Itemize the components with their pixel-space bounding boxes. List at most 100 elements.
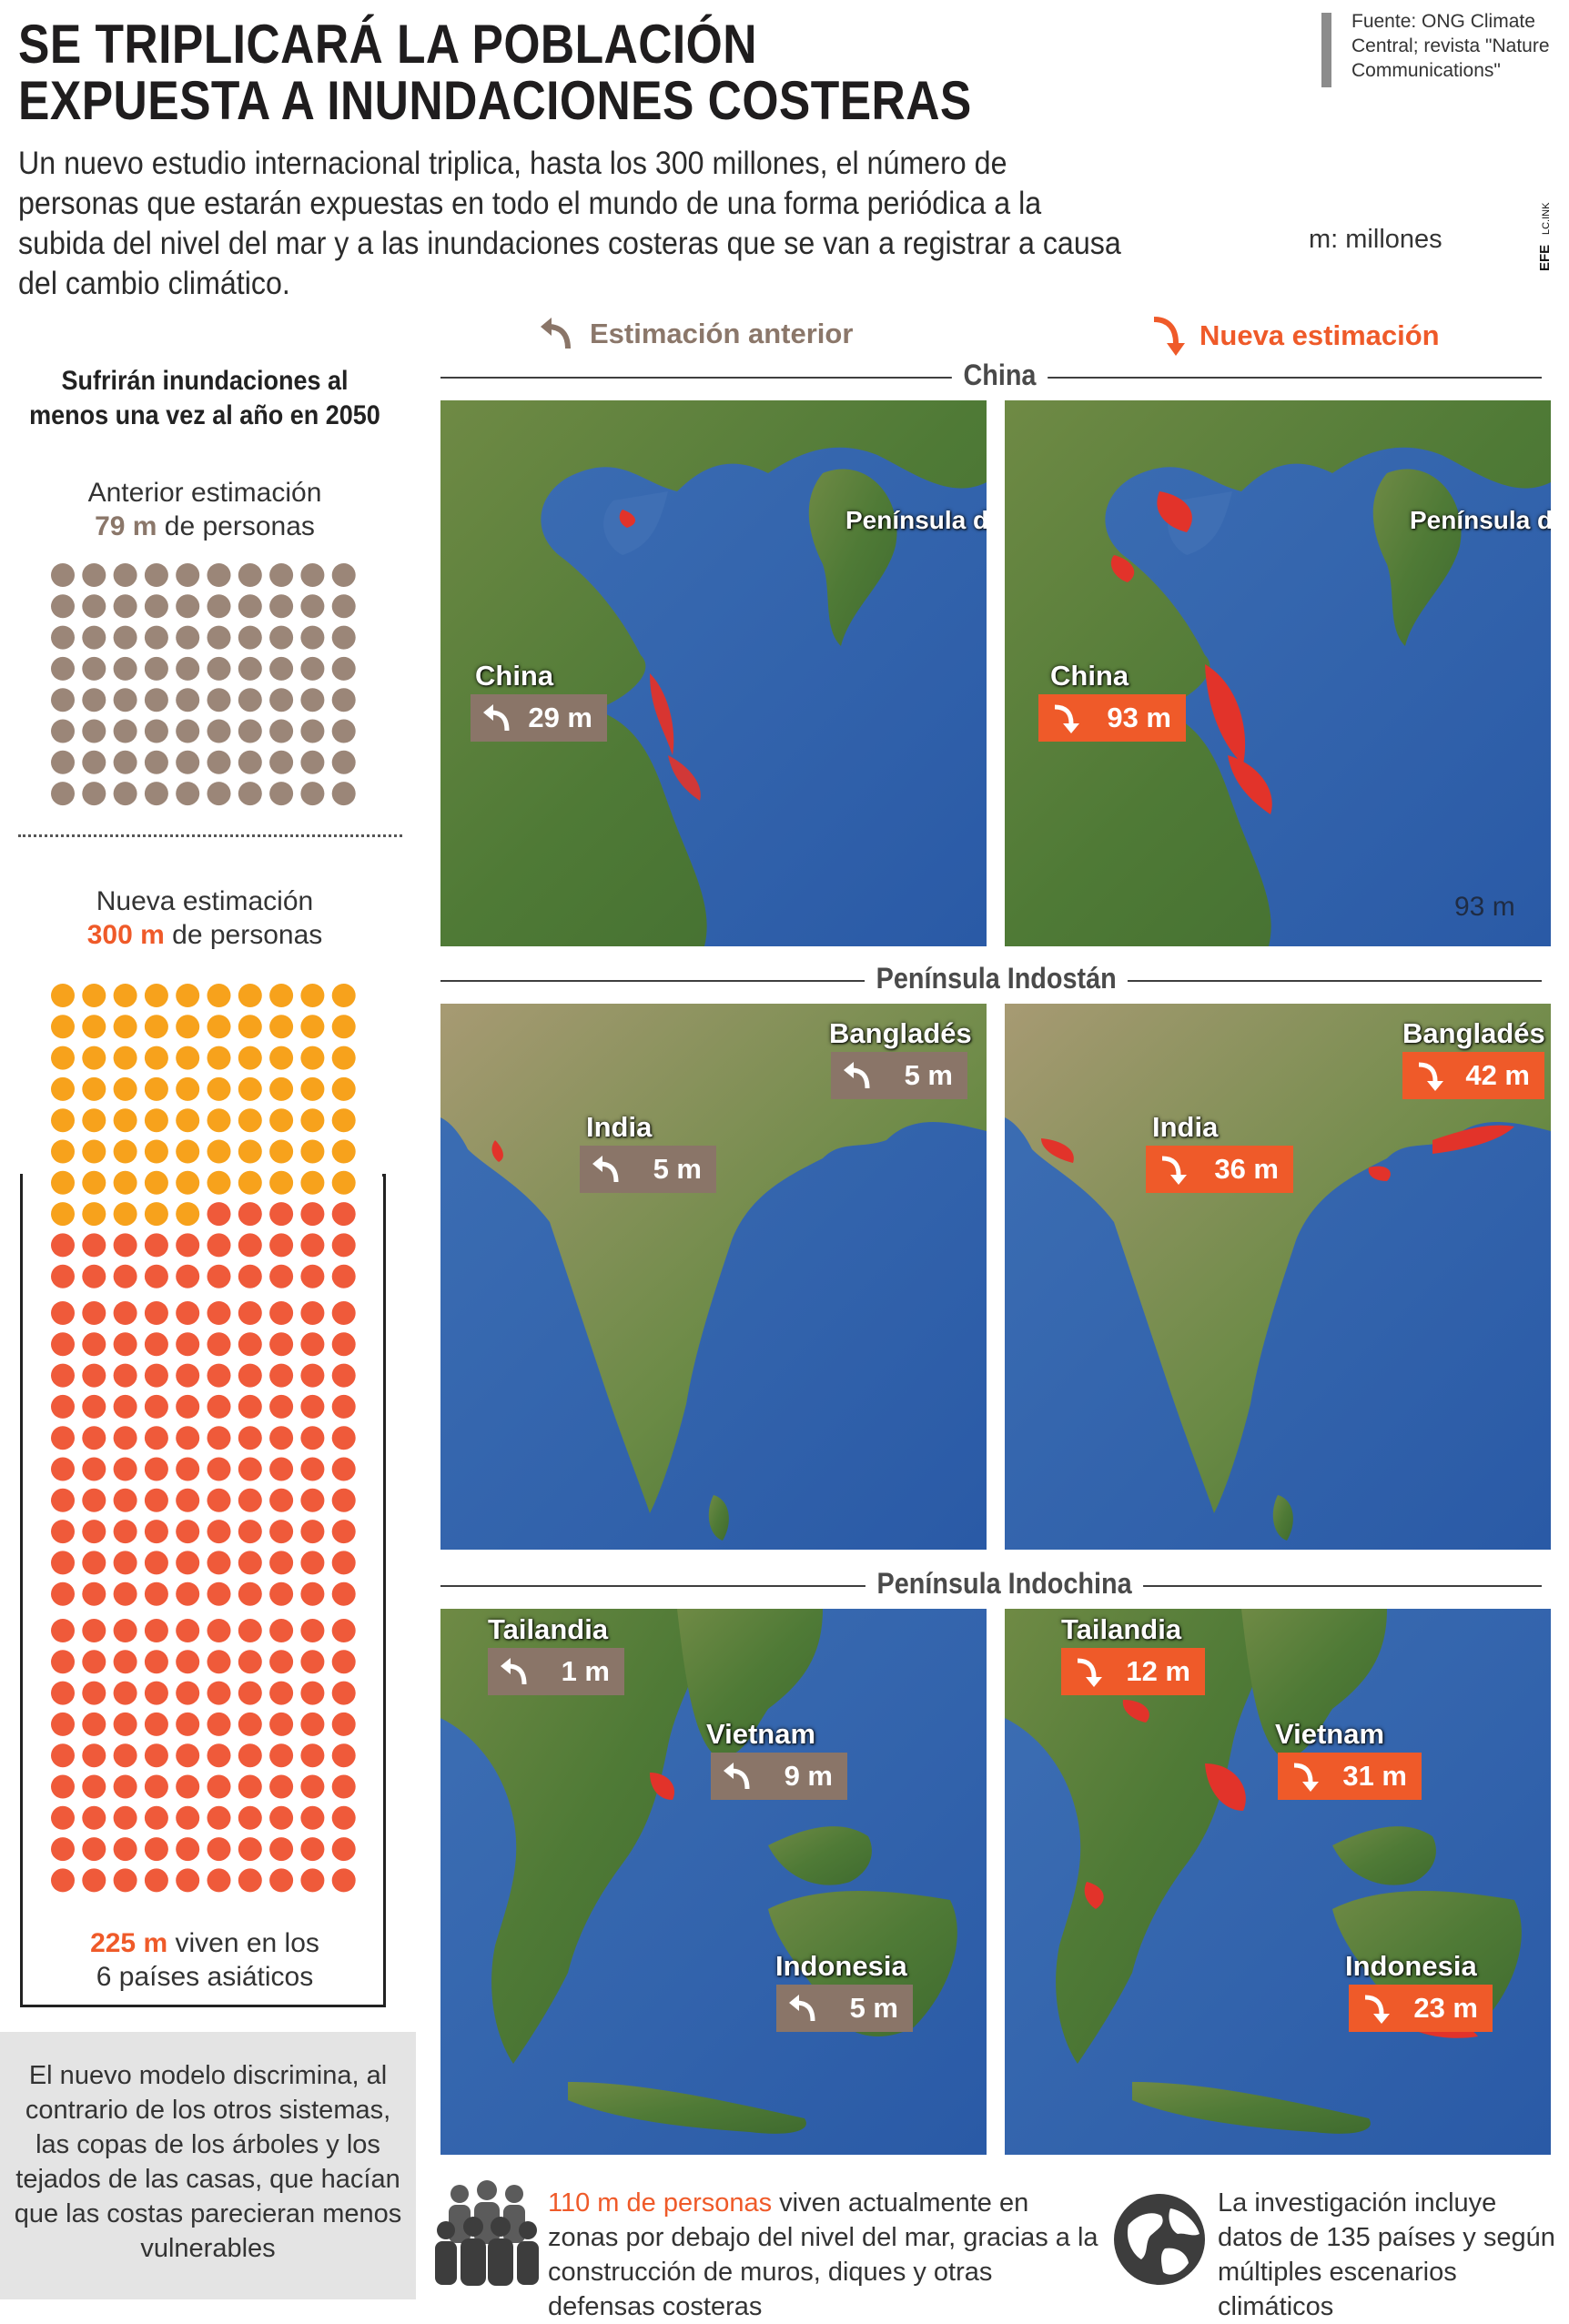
- person-dot: [113, 750, 137, 774]
- person-dot: [269, 688, 294, 712]
- person-dot: [331, 1551, 356, 1575]
- person-dot: [300, 1681, 325, 1705]
- region-name: Bangladés: [1402, 1017, 1545, 1049]
- value-badge-previous: 9 m: [711, 1753, 847, 1800]
- person-dot: [144, 1520, 168, 1544]
- value-text: 5 m: [904, 1059, 953, 1091]
- person-dot: [176, 1619, 200, 1642]
- person-dot: [207, 1681, 231, 1705]
- person-dot: [300, 1868, 325, 1893]
- person-dot: [82, 688, 106, 712]
- person-dot: [300, 1332, 325, 1357]
- legend-new: Nueva estimación: [1147, 314, 1440, 358]
- person-dot: [269, 1712, 294, 1736]
- person-dot: [176, 656, 200, 681]
- person-dot: [113, 1332, 137, 1357]
- person-dot: [300, 1108, 325, 1133]
- person-dot: [51, 1581, 75, 1606]
- person-dot: [207, 594, 231, 619]
- person-dot: [82, 1108, 106, 1133]
- person-dot: [269, 719, 294, 743]
- value-badge-new: 31 m: [1278, 1753, 1422, 1800]
- person-dot: [331, 1837, 356, 1862]
- arrow-down-right-icon: [1153, 317, 1185, 356]
- value-text: 1 m: [561, 1655, 610, 1687]
- person-dot: [113, 688, 137, 712]
- arrow-up-left-icon: [483, 704, 510, 732]
- person-dot: [113, 625, 137, 650]
- person-dot: [144, 625, 168, 650]
- person-dot: [300, 1363, 325, 1388]
- region-name: Tailandia: [488, 1613, 609, 1645]
- person-dot: [300, 1805, 325, 1830]
- person-dot: [51, 656, 75, 681]
- value-badge-previous: 5 m: [580, 1146, 716, 1193]
- person-dot: [82, 1868, 106, 1893]
- person-dot: [51, 563, 75, 587]
- person-dot: [113, 1581, 137, 1606]
- person-dot: [269, 1743, 294, 1768]
- person-dot: [331, 1581, 356, 1606]
- person-dot: [51, 1202, 75, 1227]
- person-dot: [51, 1264, 75, 1288]
- person-dot: [207, 656, 231, 681]
- person-dot: [300, 1015, 325, 1039]
- person-dot: [113, 782, 137, 806]
- person-dot: [331, 1426, 356, 1450]
- arrow-up-left-icon: [501, 1658, 527, 1685]
- person-dot: [176, 1457, 200, 1481]
- person-dot: [82, 750, 106, 774]
- person-dot: [113, 656, 137, 681]
- person-dot: [176, 1202, 200, 1227]
- person-dot: [269, 1868, 294, 1893]
- person-dot: [82, 1394, 106, 1419]
- person-dot: [300, 1650, 325, 1674]
- person-dot: [51, 1774, 75, 1799]
- legend-previous-label: Estimación anterior: [590, 318, 854, 349]
- person-dot: [82, 1743, 106, 1768]
- person-dot: [51, 1170, 75, 1195]
- person-dot: [51, 625, 75, 650]
- person-dot: [176, 1108, 200, 1133]
- person-dot: [113, 1363, 137, 1388]
- person-dot: [238, 1868, 262, 1893]
- person-dot: [51, 1046, 75, 1070]
- person-dot: [300, 719, 325, 743]
- person-dot: [331, 688, 356, 712]
- person-dot: [113, 1774, 137, 1799]
- person-dot: [113, 1301, 137, 1325]
- person-dot: [331, 1015, 356, 1039]
- person-dot: [207, 1837, 231, 1862]
- person-dot: [207, 1332, 231, 1357]
- map-china-new: Península de Corea China 93 m 93 m: [1005, 400, 1551, 946]
- arrow-up-left-icon: [541, 318, 571, 349]
- person-dot: [113, 1170, 137, 1195]
- person-dot: [300, 1202, 325, 1227]
- person-dot: [144, 1332, 168, 1357]
- person-dot: [207, 1774, 231, 1799]
- note-text: El nuevo modelo discrimina, al contrario…: [14, 2061, 402, 2263]
- person-dot: [300, 1743, 325, 1768]
- person-dot: [144, 1837, 168, 1862]
- person-dot: [238, 1805, 262, 1830]
- region-name: China: [475, 660, 554, 692]
- person-dot: [144, 719, 168, 743]
- person-dot: [300, 1076, 325, 1101]
- map-indochina-new: Tailandia 12 m Vietnam 31 m Indonesia 23…: [1005, 1609, 1551, 2155]
- person-dot: [331, 1332, 356, 1357]
- person-dot: [207, 563, 231, 587]
- person-dot: [238, 1170, 262, 1195]
- person-dot: [238, 1301, 262, 1325]
- person-dot: [176, 625, 200, 650]
- person-dot: [300, 1139, 325, 1164]
- person-dot: [269, 1363, 294, 1388]
- person-dot: [82, 1301, 106, 1325]
- person-dot: [144, 984, 168, 1007]
- person-dot: [51, 750, 75, 774]
- person-dot: [300, 688, 325, 712]
- person-dot: [300, 625, 325, 650]
- person-dot: [331, 1650, 356, 1674]
- person-dot: [238, 1581, 262, 1606]
- person-dot: [113, 563, 137, 587]
- person-dot: [51, 719, 75, 743]
